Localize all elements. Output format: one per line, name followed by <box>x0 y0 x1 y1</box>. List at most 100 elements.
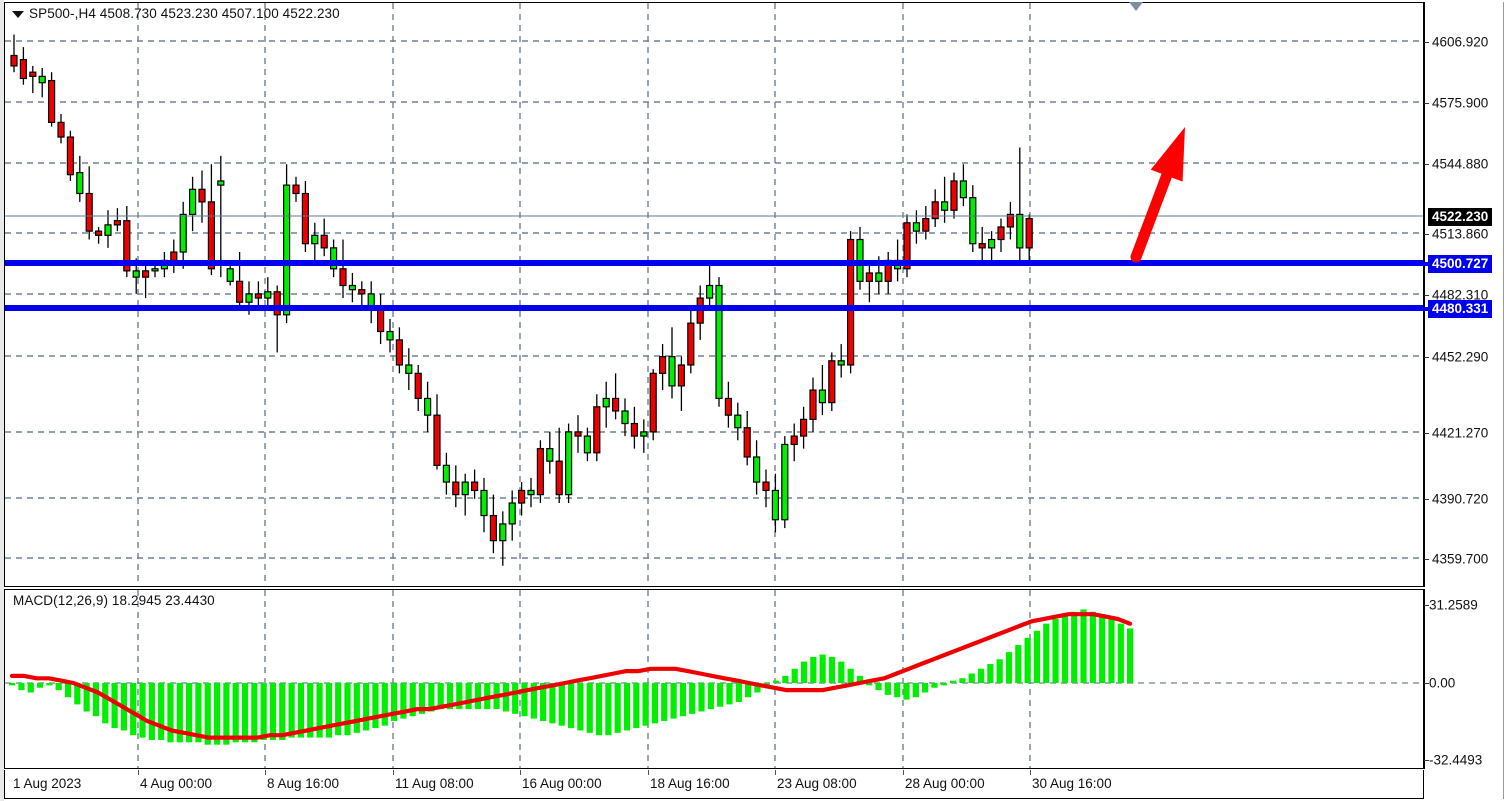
macd-bar <box>996 659 1003 683</box>
candle <box>489 494 497 554</box>
candle <box>931 189 939 227</box>
macd-bar <box>316 683 323 738</box>
price-chart-pane[interactable]: SP500-,H4 4508.730 4523.230 4507.100 452… <box>4 2 1424 587</box>
candle <box>668 327 676 399</box>
last-price-badge[interactable]: 4522.230 <box>1428 208 1493 226</box>
macd-bar <box>139 683 146 738</box>
macd-tick <box>1424 683 1429 684</box>
macd-bar <box>623 683 631 731</box>
candle <box>837 344 845 378</box>
macd-bar <box>586 683 593 733</box>
candle <box>330 239 338 278</box>
macd-bar <box>260 683 267 740</box>
macd-bar <box>987 664 994 683</box>
time-axis[interactable]: 1 Aug 2023 4 Aug 00:00 8 Aug 16:00 11 Aug 0… <box>4 770 1424 799</box>
candle <box>658 344 667 391</box>
macd-axis-label: 0.00 <box>1429 675 1456 691</box>
macd-bar <box>810 656 817 683</box>
macd-axis-label: -32.4493 <box>1429 752 1483 768</box>
candle <box>978 226 986 261</box>
macd-bar <box>335 683 342 736</box>
candle <box>348 272 356 303</box>
candle <box>959 164 968 207</box>
time-tick <box>265 770 266 775</box>
candle <box>414 364 422 411</box>
macd-bar <box>1108 618 1115 683</box>
level-tick <box>1414 262 1428 266</box>
macd-axis-label: 31.2589 <box>1429 597 1478 613</box>
candle <box>151 264 159 278</box>
level-price-badge[interactable]: 4480.331 <box>1428 300 1493 318</box>
macd-bar <box>568 683 575 729</box>
time-tick <box>138 770 139 775</box>
candle <box>640 419 648 453</box>
candle <box>424 381 432 432</box>
macd-plot <box>5 590 1423 768</box>
macd-bar <box>633 683 640 729</box>
macd-bar <box>800 661 808 683</box>
candle <box>630 406 639 449</box>
candle <box>198 170 206 223</box>
macd-bar <box>698 683 705 712</box>
macd-bar <box>130 683 137 736</box>
macd-bar <box>530 683 537 719</box>
candle <box>583 427 592 462</box>
time-tick <box>648 770 649 775</box>
macd-bar <box>456 683 463 710</box>
candle <box>856 226 864 290</box>
candle <box>940 176 949 223</box>
macd-bar <box>46 683 53 686</box>
candle <box>508 490 516 541</box>
candle <box>574 415 582 453</box>
candle <box>828 352 836 411</box>
macd-bar <box>828 656 836 683</box>
macd-bar <box>968 673 975 683</box>
candle <box>189 176 197 232</box>
macd-bar <box>353 683 360 733</box>
candle <box>386 318 394 353</box>
macd-indicator-pane[interactable]: MACD(12,26,9) 18.2945 23.4430 <box>4 589 1424 769</box>
macd-axis[interactable]: 31.2589 0.00 -32.4493 <box>1424 589 1504 769</box>
candle <box>405 348 413 391</box>
macd-bar <box>381 683 388 726</box>
candle <box>649 369 657 441</box>
macd-bar <box>18 683 25 691</box>
price-axis-label: 4482.310 <box>1432 287 1489 303</box>
macd-bar <box>959 678 966 683</box>
macd-bar <box>782 675 789 683</box>
macd-histogram <box>9 609 1134 745</box>
symbol-ohlc-label: SP500-,H4 4508.730 4523.230 4507.100 452… <box>29 6 340 21</box>
macd-bar <box>1061 614 1068 683</box>
level-price-badge[interactable]: 4500.727 <box>1428 255 1493 273</box>
macd-bar <box>390 683 398 721</box>
macd-bar <box>1024 637 1031 683</box>
triangle-down-icon[interactable] <box>12 11 24 18</box>
price-tick <box>1424 42 1429 43</box>
macd-bar <box>372 683 379 729</box>
price-tick <box>1424 433 1429 434</box>
macd-bar <box>195 683 202 743</box>
price-axis-label: 4575.900 <box>1432 95 1489 111</box>
candle <box>884 252 892 294</box>
macd-bar <box>204 683 211 745</box>
candle <box>818 364 827 416</box>
candle <box>593 394 601 462</box>
candle <box>123 206 131 278</box>
time-axis-label: 28 Aug 00:00 <box>905 776 985 791</box>
price-axis[interactable]: 4606.920 4575.900 4544.880 4522.230 4513.860… <box>1414 2 1504 587</box>
price-axis-label: 4452.290 <box>1432 349 1489 365</box>
price-axis-label: 4359.700 <box>1432 551 1489 567</box>
macd-bar <box>1043 623 1050 683</box>
macd-bar <box>363 683 370 731</box>
macd-bar <box>605 683 612 736</box>
macd-bar <box>27 683 34 693</box>
macd-bar <box>279 683 286 740</box>
macd-bar <box>83 683 90 712</box>
candle <box>752 440 761 495</box>
candle <box>555 427 563 503</box>
candle <box>94 226 103 244</box>
macd-bar <box>325 683 332 738</box>
time-axis-label: 23 Aug 08:00 <box>777 776 857 791</box>
macd-bar <box>931 683 938 688</box>
